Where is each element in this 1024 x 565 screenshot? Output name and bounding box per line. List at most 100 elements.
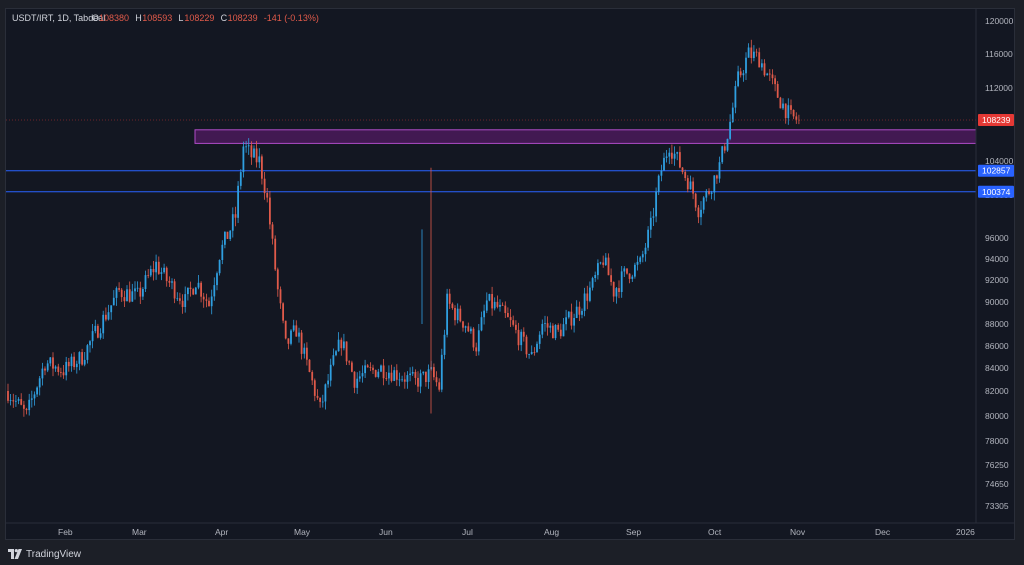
candle-body <box>142 289 144 297</box>
y-axis-tick-label: 94000 <box>985 254 1009 264</box>
candle-body <box>414 372 417 378</box>
candle-body <box>91 331 94 342</box>
candle-body <box>628 273 631 279</box>
candle-body <box>374 370 377 377</box>
candle-body <box>20 399 23 405</box>
candle-body <box>573 318 575 326</box>
candle-body <box>787 105 790 119</box>
candle-body <box>708 191 710 194</box>
candle-body <box>382 365 385 379</box>
candle-body <box>54 366 57 369</box>
candle-body <box>525 336 528 355</box>
candle-body <box>176 298 179 300</box>
candle-body <box>49 357 52 364</box>
candle-body <box>726 138 729 151</box>
candle-body <box>533 352 536 353</box>
chart-frame[interactable]: 1200001160001120001080001040001000009600… <box>5 8 1015 540</box>
candle-body <box>224 231 226 245</box>
candle-body <box>210 296 213 307</box>
last-price-tag: 108239 <box>982 115 1011 125</box>
candle-body <box>792 109 795 117</box>
candle-body <box>745 57 747 74</box>
candle-body <box>499 304 501 307</box>
candle-body <box>316 395 319 398</box>
candle-body <box>419 373 422 387</box>
candle-body <box>435 377 438 383</box>
candle-body <box>152 269 155 273</box>
legend-low: 108229 <box>184 13 214 23</box>
candle-body <box>290 330 292 344</box>
candle-body <box>464 326 467 328</box>
candle-body <box>155 261 157 273</box>
candle-body <box>250 145 253 158</box>
candle-body <box>239 172 242 186</box>
candle-body <box>200 282 202 297</box>
candle-body <box>89 341 91 346</box>
candle-body <box>575 306 578 318</box>
candle-body <box>406 375 409 382</box>
candle-body <box>253 148 255 158</box>
candle-body <box>713 175 716 193</box>
candle-body <box>520 331 523 346</box>
candle-body <box>536 343 538 353</box>
candle-body <box>657 175 660 192</box>
candle-body <box>483 310 485 318</box>
candle-body <box>681 167 684 173</box>
candle-body <box>321 401 324 403</box>
y-axis-tick-label: 74650 <box>985 479 1009 489</box>
candle-body <box>440 354 443 390</box>
candle-body <box>774 78 776 85</box>
candle-body <box>425 371 427 382</box>
candle-body <box>23 404 25 409</box>
chart-canvas[interactable]: 1200001160001120001080001040001000009600… <box>6 9 1014 539</box>
y-axis-tick-label: 88000 <box>985 319 1009 329</box>
candle-body <box>163 267 165 273</box>
candle-body <box>327 380 329 385</box>
candle-body <box>202 296 205 300</box>
candle-body <box>692 181 694 194</box>
candle-body <box>136 287 139 289</box>
candle-body <box>258 156 261 163</box>
candle-body <box>337 339 340 352</box>
candle-body <box>356 378 359 388</box>
candle-body <box>546 323 549 328</box>
candle-body <box>541 323 544 335</box>
candle-body <box>165 267 168 282</box>
x-axis-tick-label: May <box>294 527 311 537</box>
candle-body <box>107 312 110 320</box>
candle-body <box>493 301 496 309</box>
x-axis-tick-label: Aug <box>544 527 559 537</box>
candle-body <box>501 304 504 306</box>
candle-body <box>52 357 54 369</box>
candle-body <box>562 324 565 337</box>
candle-body <box>477 330 480 352</box>
candle-body <box>343 341 345 349</box>
candle-body <box>618 288 620 292</box>
candle-body <box>160 272 163 274</box>
y-axis-tick-label: 112000 <box>985 83 1013 93</box>
candle-body <box>364 365 366 374</box>
candle-body <box>530 352 533 355</box>
candle-body <box>446 293 448 335</box>
candle-body <box>517 329 520 346</box>
level-price-tag: 100374 <box>982 187 1011 197</box>
candle-body <box>761 63 763 68</box>
plot-background <box>6 9 1014 539</box>
brand-footer[interactable]: TradingView <box>8 547 81 561</box>
candle-body <box>366 365 369 368</box>
candle-body <box>660 170 663 176</box>
candle-body <box>237 185 239 218</box>
tradingview-logo-icon <box>8 549 22 559</box>
candle-body <box>112 297 115 306</box>
candle-body <box>771 74 774 79</box>
candle-body <box>689 181 692 190</box>
candle-body <box>134 288 136 292</box>
candle-body <box>390 372 393 381</box>
legend-open-label: O <box>92 13 99 23</box>
candle-body <box>282 303 284 321</box>
candle-body <box>636 261 639 265</box>
candle-body <box>512 320 515 325</box>
candle-body <box>102 314 105 334</box>
level-price-tag: 102857 <box>982 166 1011 176</box>
candle-body <box>269 197 271 225</box>
